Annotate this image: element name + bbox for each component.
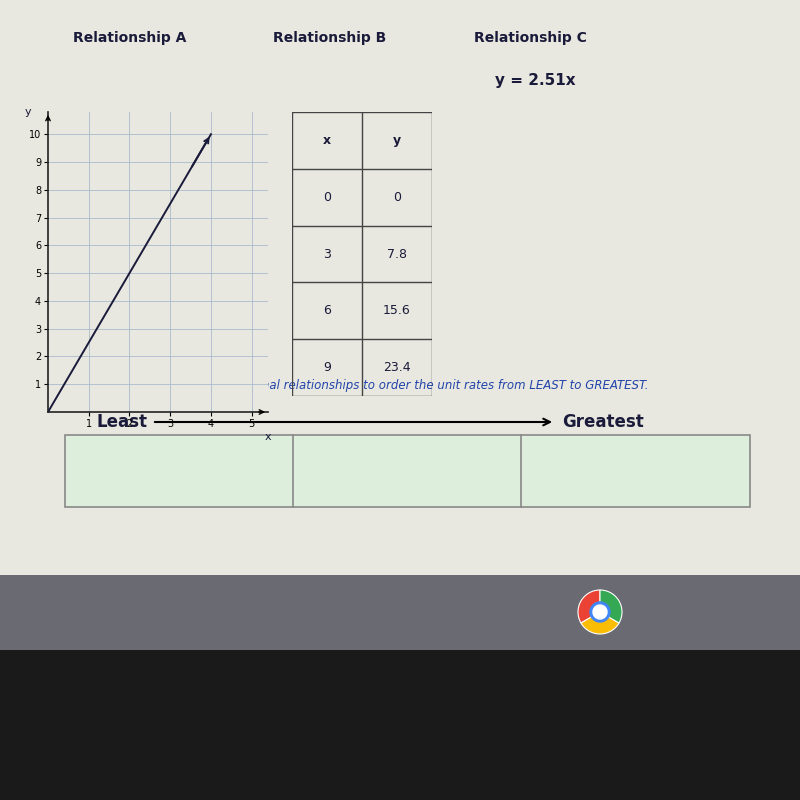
Text: 9: 9 bbox=[323, 361, 331, 374]
Text: y: y bbox=[24, 107, 31, 117]
Circle shape bbox=[590, 602, 610, 622]
Wedge shape bbox=[581, 612, 619, 634]
Text: 15.6: 15.6 bbox=[383, 304, 411, 318]
Bar bbox=[0, 0, 800, 575]
Text: 6: 6 bbox=[323, 304, 331, 318]
Text: Relationship B: Relationship B bbox=[274, 31, 386, 45]
Text: x: x bbox=[265, 432, 271, 442]
Wedge shape bbox=[600, 590, 622, 623]
Text: x: x bbox=[323, 134, 331, 147]
Text: 7.8: 7.8 bbox=[387, 247, 407, 261]
Text: 3: 3 bbox=[323, 247, 331, 261]
Text: 23.4: 23.4 bbox=[383, 361, 411, 374]
Bar bbox=[65, 435, 750, 507]
Text: y = 2.51x: y = 2.51x bbox=[495, 73, 576, 87]
Text: Least: Least bbox=[97, 413, 148, 431]
Bar bbox=[0, 575, 800, 650]
Text: Relationship A: Relationship A bbox=[74, 31, 186, 45]
Text: Drag the proportional relationships to order the unit rates from LEAST to GREATE: Drag the proportional relationships to o… bbox=[152, 378, 648, 391]
Text: 0: 0 bbox=[393, 190, 401, 204]
Wedge shape bbox=[578, 590, 600, 623]
Text: y: y bbox=[393, 134, 401, 147]
Text: Relationship C: Relationship C bbox=[474, 31, 586, 45]
Text: Greatest: Greatest bbox=[562, 413, 644, 431]
Circle shape bbox=[593, 605, 607, 619]
Bar bbox=[0, 650, 800, 800]
Text: 0: 0 bbox=[323, 190, 331, 204]
